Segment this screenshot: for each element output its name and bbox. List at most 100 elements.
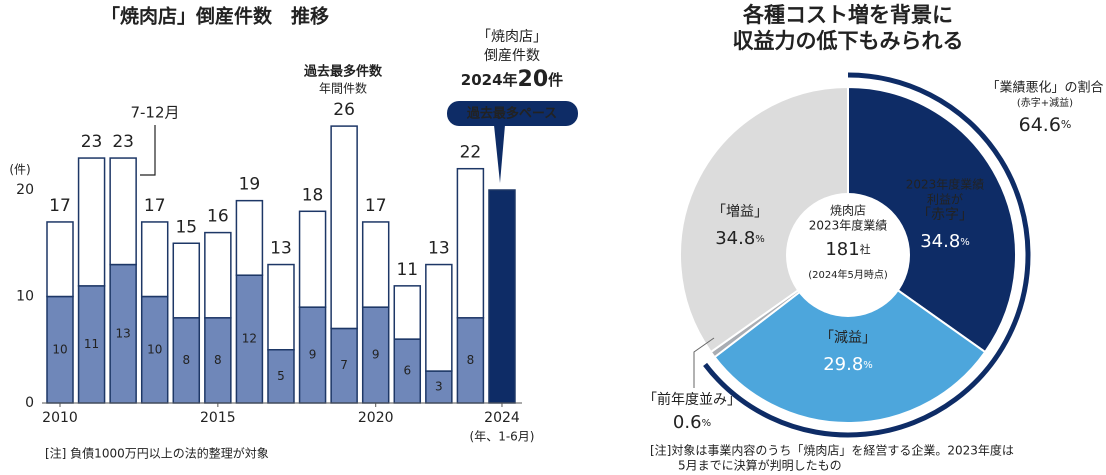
total-label: 22 [460,143,482,163]
slice-value-part: 0.6 [673,412,702,433]
bar-segment [77,157,106,287]
callout-line: 倒産件数 [484,48,540,64]
value-label: 9 [372,348,380,362]
x-tick-label: 2024 [484,410,520,426]
total-label: 16 [207,207,229,227]
callout-value-part: 2024年 [461,71,518,89]
note: [注] 負債1000万円以上の法的整理が対象 [45,446,269,461]
total-label: 17 [144,196,166,216]
outer-value: 64.6% [1019,114,1072,136]
slice-label: 「減益」 [820,329,876,346]
slice-value-part: % [755,234,765,245]
record-label: 過去最多件数 [303,64,383,80]
value-label: 8 [182,353,190,367]
bar-segment [456,167,485,319]
bar-segment [109,263,137,404]
bar-segment [393,285,422,340]
value-label: 10 [147,342,162,356]
slice-value-part: 34.8 [715,228,755,249]
total-label: 15 [175,217,197,237]
slice-label: 「前年度並み」 [643,391,741,408]
x-tick-label: 2020 [358,410,394,426]
center-line: 2023年度業績 [809,218,888,233]
value-label: 5 [277,369,285,383]
value-label: 3 [435,380,443,394]
record-sub: 年間件数 [319,81,367,96]
x-tick-label: 2010 [42,410,78,426]
chart-title: 「焼肉店」倒産件数 推移 [101,5,329,28]
slice-label: 「増益」 [712,204,768,220]
total-label: 19 [239,175,261,195]
center-value-part: 社 [860,242,871,256]
bar-segment [172,242,201,319]
value-label: 9 [309,348,317,362]
x-tick-label: 2015 [200,410,236,426]
pie-slice [847,85,1017,354]
total-label: 18 [302,185,324,205]
slice-value: 0.6% [673,412,711,433]
bar-segment [361,221,390,308]
bar-segment [235,199,264,276]
leader-line [693,337,715,388]
x-unit: (年、1-6月) [470,430,535,444]
bar-segment [204,231,232,319]
bar-segment [393,338,422,404]
value-label: 12 [242,332,257,346]
chart-title: 各種コスト増を背景に [742,3,953,27]
bar-segment [46,221,74,298]
note: [注]対象は事業内容のうち「焼肉店」を経営する企業。2023年度は [650,443,1014,458]
value-label: 13 [115,326,130,340]
y-tick-label: 0 [25,395,34,411]
slice-value: 34.8% [715,228,765,249]
total-label: 13 [270,239,292,259]
bar-segment [298,306,327,404]
bar-segment [488,189,516,404]
pie-hole [786,193,910,317]
slice-label: 2023年度業績 [906,177,985,192]
badge-bg [447,101,578,126]
note: 5月までに決算が判明したもの [678,458,842,473]
callout-value-part: 20 [518,67,549,92]
slice-value-part: % [702,418,712,429]
y-tick-label: 10 [16,289,34,305]
bar-segment [235,274,264,404]
bar-segment [140,221,169,298]
outer-arc [703,72,1031,438]
value-label: 10 [52,342,67,356]
slice-value-part: % [863,360,873,371]
bar-segment [46,295,74,404]
series-annotation: 7-12月 [130,104,179,122]
pie-slice [679,85,849,354]
value-label: 6 [403,364,411,378]
center-value-part: 181 [825,239,859,260]
callout-value-part: 件 [548,71,563,89]
callout-value: 2024年20件 [461,67,563,92]
slice-value: 34.8% [920,231,970,252]
outer-sub: (赤字+減益) [1017,96,1073,109]
slice-value-part: 34.8 [920,231,960,252]
outer-value-part: 64.6 [1019,114,1061,136]
pie-slice [713,253,987,424]
slice-value: 29.8% [823,354,873,375]
slice-value-part: % [960,237,970,248]
callout-line: 「焼肉店」 [477,29,547,45]
badge-pointer [494,125,505,183]
y-unit: (件) [9,163,30,177]
bracket [140,125,156,176]
chart-title: 収益力の低下もみられる [733,29,964,53]
value-label: 8 [467,353,475,367]
slice-label: 利益が [927,192,963,207]
value-label: 11 [84,337,99,351]
total-label: 26 [333,100,355,120]
value-label: 7 [340,358,348,372]
bar-segment [109,157,137,266]
total-label: 23 [81,132,103,152]
outer-value-part: % [1061,118,1071,131]
total-label: 23 [112,132,134,152]
total-label: 11 [396,260,418,280]
center-value: 181社 [825,239,870,260]
bar-segment [267,263,295,351]
total-label: 17 [49,196,71,216]
